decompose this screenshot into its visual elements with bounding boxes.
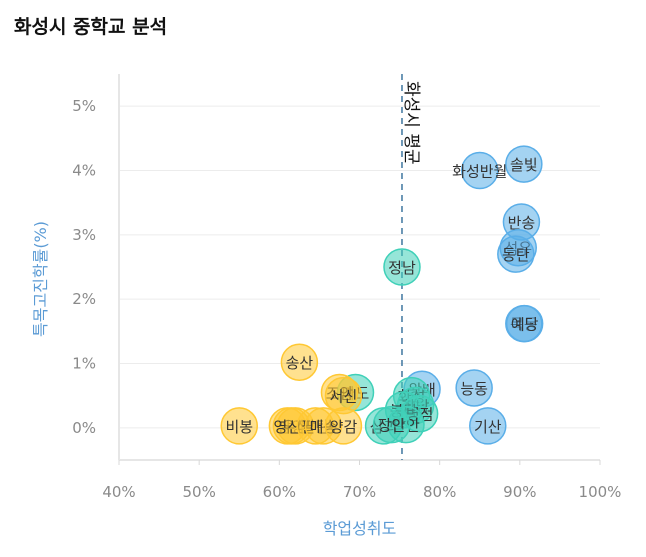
point-label: 양감 — [330, 418, 358, 436]
data-point[interactable]: 예당 — [505, 304, 544, 343]
point-marker[interactable] — [324, 407, 363, 445]
point-label: 비봉 — [225, 418, 253, 436]
y-tick-label: 5% — [72, 97, 96, 115]
point-label: 장안 — [378, 417, 406, 435]
point-marker[interactable] — [455, 369, 493, 407]
x-tick-label: 70% — [343, 483, 376, 501]
point-label: 솔빛 — [510, 156, 538, 174]
axes: 0% 1% 2% 3% 4% 5% 40% 50% 60% 70% 80% 90% 100% — [72, 74, 621, 501]
point-marker[interactable] — [461, 151, 499, 190]
data-point[interactable]: 송산 — [280, 343, 319, 381]
average-line-label: 화성시 평균 — [401, 81, 421, 165]
point-label: 동탄 — [502, 246, 530, 264]
point-marker[interactable] — [220, 407, 258, 445]
x-tick-label: 40% — [102, 483, 135, 501]
data-point[interactable]: 정남 — [383, 248, 421, 286]
point-label: 서신 — [330, 388, 358, 406]
data-point[interactable]: 솔빛 — [505, 145, 543, 183]
point-marker[interactable] — [372, 405, 411, 444]
data-point[interactable]: 능동 — [455, 369, 493, 407]
data-point[interactable]: 영신 — [268, 407, 307, 445]
x-tick-label: 50% — [182, 483, 215, 501]
x-axis-title: 학업성취도 — [323, 519, 397, 538]
axis-labels: 학업성취도 특목고진학률(%) — [31, 221, 396, 538]
point-label: 영신 — [274, 418, 302, 436]
point-label: 반송 — [508, 214, 536, 232]
point-label: 송산 — [286, 354, 314, 372]
x-tick-label: 80% — [423, 483, 456, 501]
point-label: 기산 — [474, 418, 502, 436]
x-tick-label: 60% — [263, 483, 296, 501]
data-point[interactable]: 비봉 — [220, 407, 258, 445]
y-tick-label: 2% — [72, 290, 96, 308]
y-tick-label: 0% — [72, 419, 96, 437]
point-marker[interactable] — [505, 145, 543, 183]
data-point[interactable]: 동탄 — [497, 235, 535, 273]
data-point[interactable]: 양감 — [324, 407, 363, 445]
x-tick-label: 90% — [503, 483, 536, 501]
data-point[interactable]: 화성반월 — [452, 151, 507, 190]
point-label: 예당 — [511, 316, 539, 334]
y-tick-label: 1% — [72, 355, 96, 373]
y-tick-label: 4% — [72, 162, 96, 180]
data-points: 솔빛화성반월반송석우동탄목동예당능동기산왕배정남화성향남봉담병점발안삼괴장안마도… — [220, 145, 544, 445]
data-point[interactable]: 기산 — [469, 407, 507, 445]
point-marker[interactable] — [280, 343, 319, 381]
data-point[interactable]: 서신 — [324, 376, 363, 415]
x-tick-label: 100% — [579, 483, 622, 501]
point-marker[interactable] — [469, 407, 507, 445]
point-marker[interactable] — [505, 304, 544, 343]
y-axis-title: 특목고진학률(%) — [31, 221, 50, 337]
data-point[interactable]: 장안 — [372, 405, 411, 444]
point-label: 화성반월 — [452, 163, 507, 181]
point-marker[interactable] — [383, 248, 421, 286]
page-title: 화성시 중학교 분석 — [14, 16, 168, 38]
point-marker[interactable] — [497, 235, 535, 273]
y-tick-label: 3% — [72, 226, 96, 244]
point-label: 정남 — [388, 259, 416, 277]
point-label: 능동 — [460, 380, 488, 398]
